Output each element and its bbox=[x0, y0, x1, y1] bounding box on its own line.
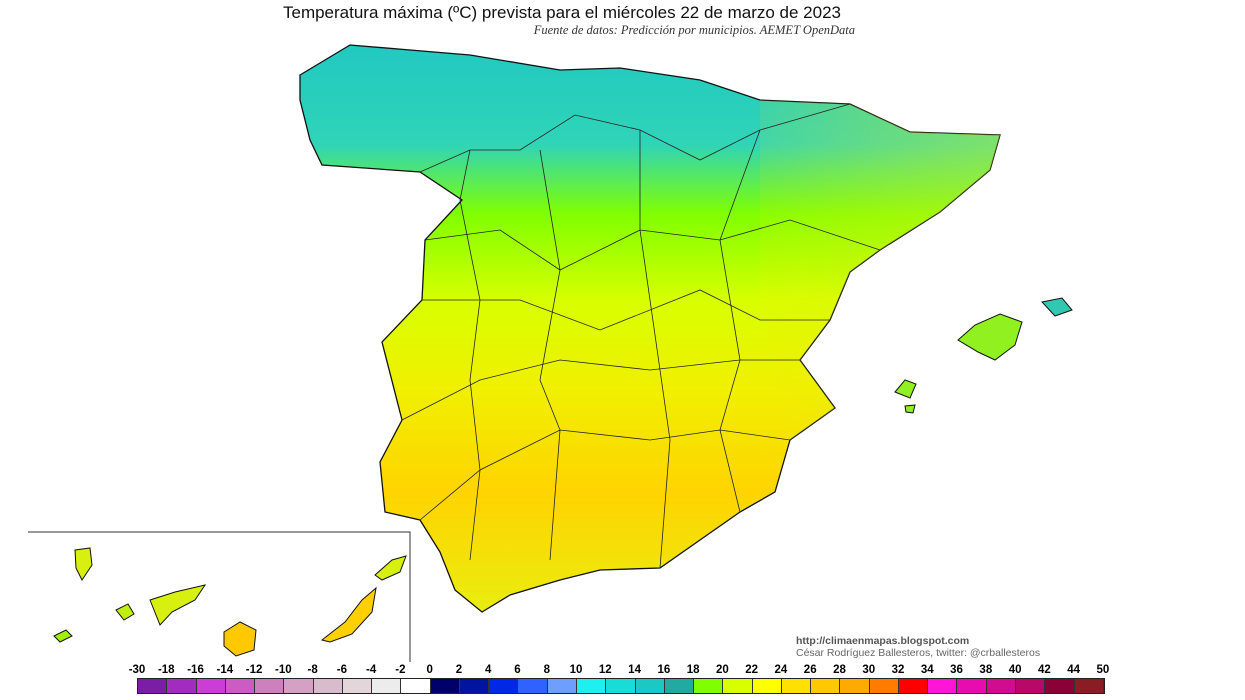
colorbar-label: 12 bbox=[598, 664, 612, 676]
balearic-islands bbox=[894, 297, 1073, 414]
el-hierro bbox=[53, 629, 73, 643]
colorbar-cell bbox=[606, 679, 636, 693]
east-tint bbox=[760, 100, 1000, 440]
colorbar-cell bbox=[840, 679, 870, 693]
colorbar-cell bbox=[430, 679, 460, 693]
colorbar-cell bbox=[898, 679, 929, 693]
colorbar-cell bbox=[459, 679, 490, 693]
colorbar-cell bbox=[986, 679, 1016, 693]
formentera bbox=[904, 404, 916, 414]
colorbar-label: 14 bbox=[628, 664, 641, 676]
colorbar-label: 16 bbox=[657, 664, 671, 676]
colorbar-label: 4 bbox=[485, 664, 492, 676]
colorbar-cell bbox=[225, 679, 256, 693]
credits-url[interactable]: http://climaenmapas.blogspot.com bbox=[796, 635, 970, 647]
colorbar-cell bbox=[167, 679, 197, 693]
colorbar-cell bbox=[635, 679, 665, 693]
colorbar-label: 28 bbox=[833, 664, 846, 676]
colorbar-cell bbox=[547, 679, 577, 693]
colorbar-label: -2 bbox=[395, 664, 406, 676]
colorbar-label: -10 bbox=[275, 664, 292, 676]
colorbar-label: 40 bbox=[1008, 664, 1022, 676]
tenerife bbox=[149, 584, 207, 626]
ibiza bbox=[894, 379, 917, 399]
colorbar-cell bbox=[255, 679, 285, 693]
colorbar-cell bbox=[1045, 679, 1075, 693]
colorbar-label: 20 bbox=[715, 664, 729, 676]
colorbar-cell bbox=[284, 679, 314, 693]
colorbar-label: 44 bbox=[1067, 664, 1081, 676]
map-title: Temperatura máxima (ºC) prevista para el… bbox=[0, 3, 1130, 23]
colorbar-cell bbox=[576, 679, 607, 693]
colorbar-label: -6 bbox=[336, 664, 347, 676]
colorbar-label: 10 bbox=[569, 664, 583, 676]
colorbar-cell bbox=[196, 679, 226, 693]
colorbar-cell bbox=[781, 679, 812, 693]
colorbar-label: -12 bbox=[245, 664, 263, 676]
colorbar-cell bbox=[1015, 679, 1046, 693]
province-borders bbox=[401, 103, 881, 569]
colorbar-cell bbox=[372, 679, 402, 693]
la-palma bbox=[74, 547, 93, 581]
colorbar-cell bbox=[957, 679, 987, 693]
inset-frame bbox=[28, 531, 411, 662]
gran-canaria bbox=[223, 621, 257, 657]
colorbar bbox=[137, 678, 1105, 694]
la-gomera bbox=[115, 603, 135, 621]
colorbar-cell bbox=[1074, 679, 1104, 693]
canary-inset bbox=[28, 531, 411, 662]
colorbar-label: 42 bbox=[1037, 664, 1051, 676]
colorbar-label: 6 bbox=[514, 664, 521, 676]
colorbar-label: 24 bbox=[774, 664, 788, 676]
colorbar-label: -8 bbox=[307, 664, 318, 676]
colorbar-cell bbox=[342, 679, 373, 693]
credits: http://climaenmapas.blogspot.com César R… bbox=[796, 635, 1040, 659]
colorbar-label: -4 bbox=[366, 664, 377, 676]
colorbar-cell bbox=[664, 679, 695, 693]
colorbar-label: 22 bbox=[745, 664, 759, 676]
colorbar-label: 8 bbox=[543, 664, 550, 676]
mallorca bbox=[957, 313, 1023, 361]
colorbar-label: 36 bbox=[950, 664, 963, 676]
colorbar-label: 34 bbox=[920, 664, 934, 676]
colorbar-cell bbox=[811, 679, 841, 693]
lanzarote bbox=[374, 555, 407, 581]
data-source: Fuente de datos: Predicción por municipi… bbox=[533, 23, 855, 37]
fuerteventura bbox=[320, 586, 377, 643]
colorbar-cell bbox=[694, 679, 724, 693]
colorbar-label: 30 bbox=[862, 664, 876, 676]
colorbar-label: 38 bbox=[979, 664, 993, 676]
colorbar-cell bbox=[869, 679, 899, 693]
colorbar-cell bbox=[138, 679, 168, 693]
colorbar-label: 18 bbox=[686, 664, 700, 676]
colorbar-label: 32 bbox=[891, 664, 905, 676]
colorbar-label: -30 bbox=[128, 664, 146, 676]
credits-author: César Rodríguez Ballesteros, twitter: @c… bbox=[796, 647, 1041, 659]
colorbar-label: -18 bbox=[157, 664, 175, 676]
menorca bbox=[1041, 297, 1073, 317]
colorbar-label: 2 bbox=[455, 664, 463, 676]
colorbar-cell bbox=[518, 679, 548, 693]
colorbar-label: 50 bbox=[1096, 664, 1110, 676]
colorbar-label: -16 bbox=[187, 664, 204, 676]
colorbar-cell bbox=[489, 679, 519, 693]
colorbar-label: 0 bbox=[426, 664, 433, 676]
colorbar-cell bbox=[723, 679, 753, 693]
colorbar-cell bbox=[401, 679, 431, 693]
colorbar-label: -14 bbox=[216, 664, 234, 676]
colorbar-cell bbox=[313, 679, 343, 693]
colorbar-cell bbox=[752, 679, 782, 693]
map-title-text: Temperatura máxima (ºC) prevista para el… bbox=[282, 3, 841, 22]
colorbar-cell bbox=[928, 679, 958, 693]
colorbar-label: 26 bbox=[803, 664, 817, 676]
